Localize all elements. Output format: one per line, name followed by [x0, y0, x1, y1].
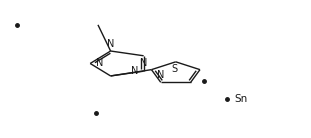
Text: N: N	[157, 70, 165, 80]
Text: N: N	[140, 58, 147, 68]
Text: S: S	[171, 64, 177, 74]
Text: N: N	[107, 39, 114, 49]
Text: N: N	[131, 66, 138, 76]
Text: Sn: Sn	[235, 94, 248, 104]
Text: N: N	[96, 59, 103, 68]
